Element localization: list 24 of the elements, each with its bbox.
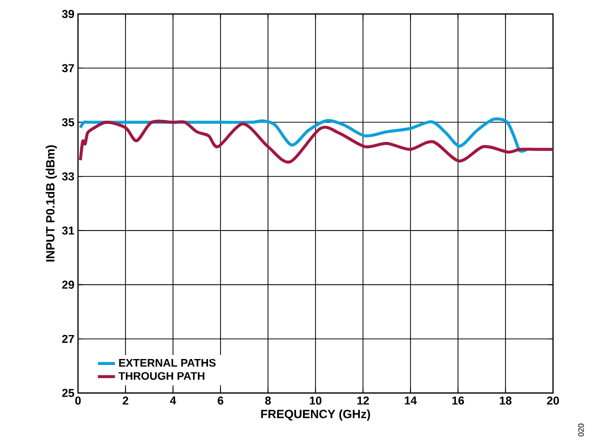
legend-label: EXTERNAL PATHS xyxy=(119,358,216,367)
y-tick-label: 35 xyxy=(62,118,74,126)
line-series xyxy=(78,120,554,164)
y-tick-label: 25 xyxy=(62,388,74,398)
x-tick-label: 18 xyxy=(500,396,512,405)
y-tick-label: 39 xyxy=(62,10,74,18)
x-tick-label: 20 xyxy=(547,396,559,405)
x-tick-label: 2 xyxy=(122,396,128,405)
x-tick-label: 4 xyxy=(170,396,176,404)
x-tick-label: 0 xyxy=(75,396,81,405)
y-tick-label: 27 xyxy=(62,334,74,343)
y-tick-label: 33 xyxy=(62,172,74,180)
y-tick-label: 31 xyxy=(62,226,74,235)
x-axis-title: FREQUENCY (GHz) xyxy=(261,409,370,421)
y-axis-title: INPUT P0.1dB (dBm) xyxy=(46,145,57,262)
x-tick-label: 10 xyxy=(310,396,322,405)
legend-label: THROUGH PATH xyxy=(118,372,204,380)
x-tick-label: 6 xyxy=(218,396,224,405)
x-tick-label: 14 xyxy=(404,396,417,404)
x-tick-label: 12 xyxy=(357,396,369,405)
x-tick-label: 16 xyxy=(452,396,464,405)
x-tick-label: 8 xyxy=(265,396,271,405)
y-tick-label: 37 xyxy=(62,64,74,72)
y-tick-label: 29 xyxy=(62,280,74,289)
